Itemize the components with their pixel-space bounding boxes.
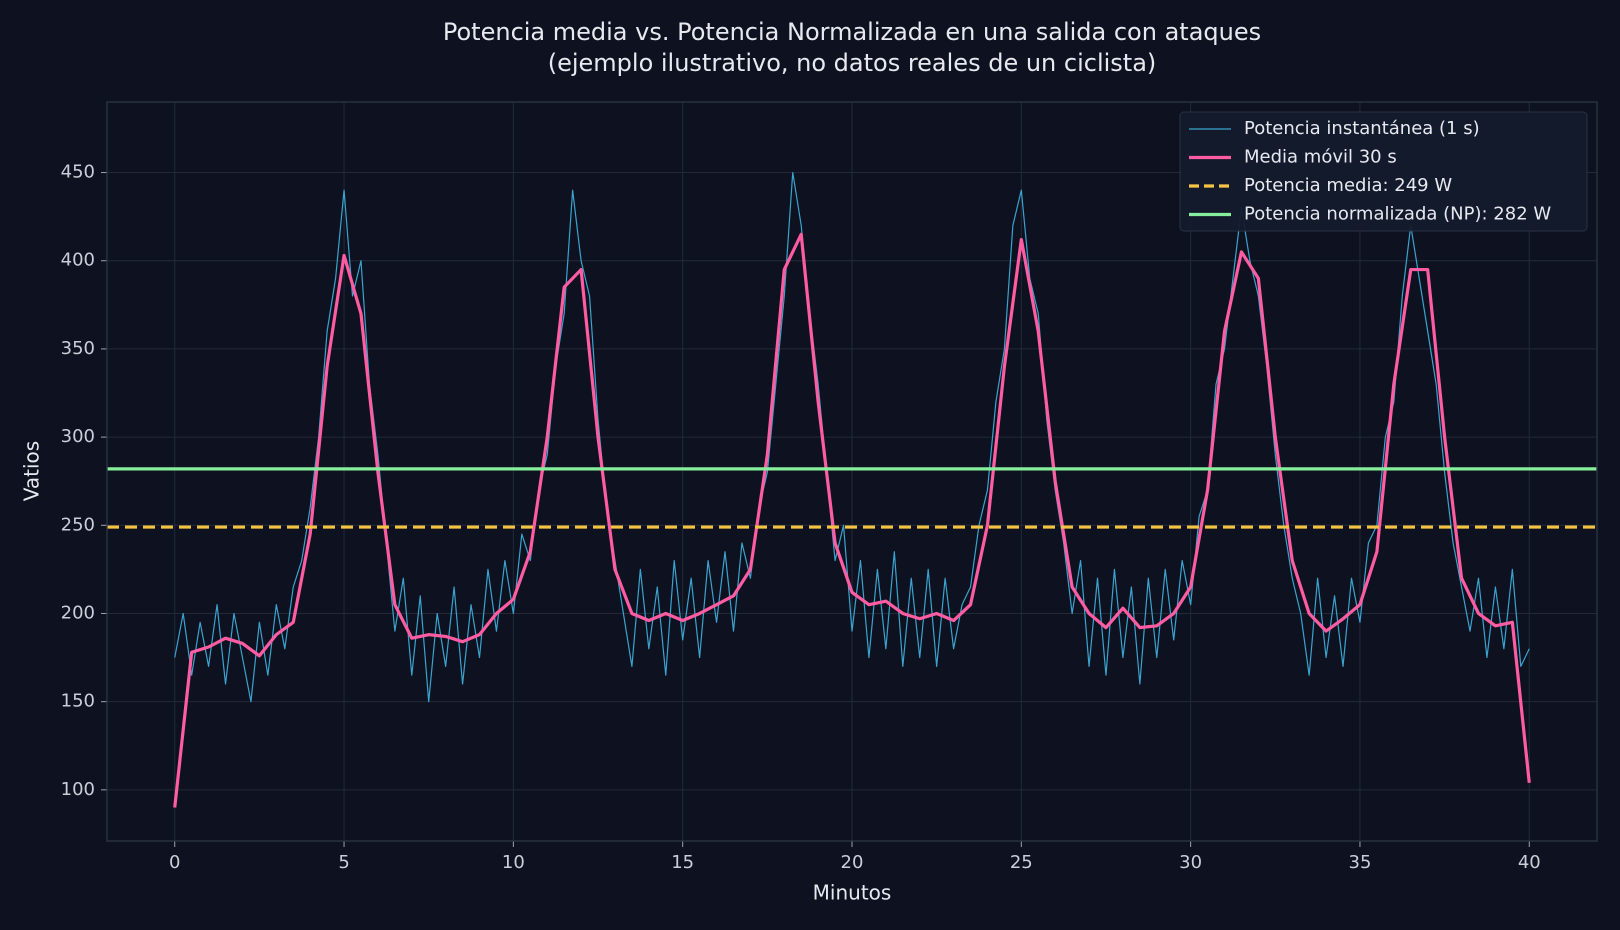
legend-box: [1179, 111, 1588, 232]
legend-label: Potencia media: 249 W: [1244, 175, 1452, 196]
y-tick-label: 100: [61, 779, 95, 800]
chart-subtitle: (ejemplo ilustrativo, no datos reales de…: [548, 49, 1157, 77]
x-tick-label: 10: [502, 852, 525, 873]
grid: [101, 102, 1597, 847]
series-line: [173, 232, 1531, 808]
x-tick-label: 25: [1010, 852, 1033, 873]
y-axis-label: Vatios: [20, 441, 44, 501]
legend: Potencia instantánea (1 s) Media móvil 30…: [1179, 111, 1588, 232]
x-tick-label: 20: [841, 852, 864, 873]
y-tick-label: 350: [61, 338, 95, 359]
x-tick-label: 30: [1179, 852, 1202, 873]
y-tick-label: 200: [61, 602, 95, 623]
y-tick-label: 150: [61, 691, 95, 712]
x-tick-label: 15: [671, 852, 694, 873]
chart-title: Potencia media vs. Potencia Normalizada …: [443, 18, 1261, 46]
x-tick-label: 35: [1349, 852, 1372, 873]
x-tick-label: 40: [1518, 852, 1541, 873]
y-tick-label: 400: [61, 250, 95, 271]
y-tick-label: 250: [61, 514, 95, 535]
x-axis-label: Minutos: [813, 881, 892, 905]
axes-frame: [106, 101, 1598, 842]
plot-area: [107, 171, 1597, 808]
series-line: [174, 171, 1530, 703]
y-tick-label: 450: [61, 162, 95, 183]
legend-label: Potencia normalizada (NP): 282 W: [1244, 204, 1551, 225]
legend-label: Media móvil 30 s: [1244, 147, 1397, 168]
y-tick-label: 300: [61, 426, 95, 447]
legend-label: Potencia instantánea (1 s): [1244, 118, 1480, 139]
x-tick-label: 0: [169, 852, 180, 873]
x-tick-label: 5: [338, 852, 349, 873]
